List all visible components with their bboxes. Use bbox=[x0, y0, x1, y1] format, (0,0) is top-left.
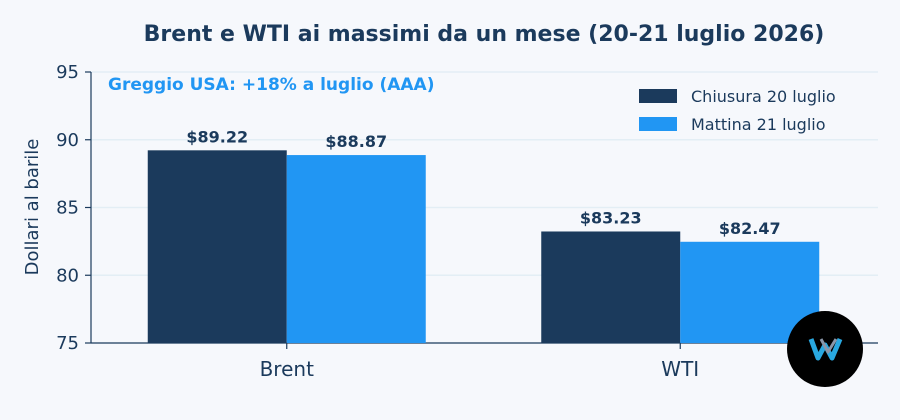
y-tick-label: 95 bbox=[56, 62, 79, 83]
x-axis-categories: Brent WTI bbox=[260, 343, 699, 381]
logo-w-shadow bbox=[819, 338, 838, 354]
data-label: $83.23 bbox=[580, 208, 642, 227]
data-label: $89.22 bbox=[186, 127, 248, 146]
y-tick-label: 85 bbox=[56, 198, 79, 219]
x-category-label: Brent bbox=[260, 357, 314, 381]
bar bbox=[286, 155, 426, 343]
chart-annotation: Greggio USA: +18% a luglio (AAA) bbox=[108, 75, 434, 95]
bar bbox=[541, 231, 681, 343]
y-tick-label: 90 bbox=[56, 130, 79, 151]
legend: Chiusura 20 luglio Mattina 21 luglio bbox=[639, 87, 836, 134]
y-axis-ticks: 75 80 85 90 95 bbox=[56, 62, 91, 354]
data-label: $82.47 bbox=[719, 219, 781, 238]
logo-badge bbox=[787, 311, 863, 387]
y-tick-label: 80 bbox=[56, 265, 79, 286]
data-label: $88.87 bbox=[325, 132, 387, 151]
x-category-label: WTI bbox=[661, 357, 699, 381]
bar bbox=[147, 150, 287, 343]
y-tick-label: 75 bbox=[56, 333, 79, 354]
bars: $89.22 $88.87 $83.23 $82.47 bbox=[147, 127, 820, 343]
legend-label: Chiusura 20 luglio bbox=[691, 87, 836, 106]
chart-title: Brent e WTI ai massimi da un mese (20-21… bbox=[144, 22, 825, 47]
y-axis-label: Dollari al barile bbox=[22, 139, 43, 276]
legend-swatch bbox=[639, 89, 677, 103]
legend-swatch bbox=[639, 117, 677, 131]
legend-label: Mattina 21 luglio bbox=[691, 115, 826, 134]
